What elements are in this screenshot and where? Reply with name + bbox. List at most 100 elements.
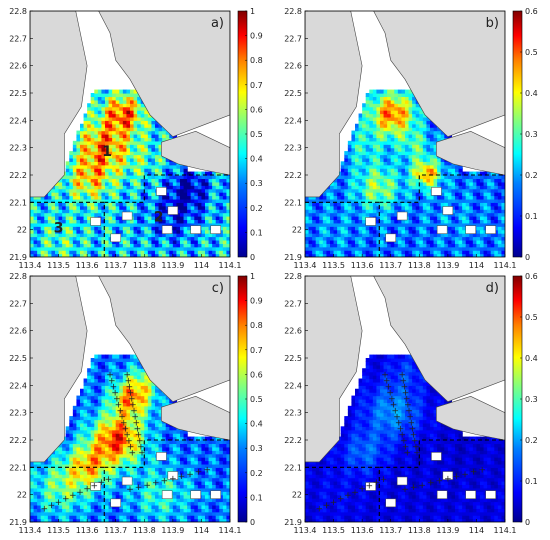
x-tick-label: 113.7 — [379, 526, 402, 535]
cross-marker: + — [130, 406, 138, 416]
cross-marker: + — [427, 479, 435, 489]
x-tick-label: 113.9 — [161, 261, 184, 270]
cross-marker: + — [126, 382, 134, 392]
cross-marker: + — [403, 394, 411, 404]
cross-marker: + — [126, 485, 134, 495]
x-tick-label: 113.4 — [19, 261, 42, 270]
colorbar-tick-label: 0 — [250, 518, 255, 527]
cross-marker: + — [129, 449, 137, 459]
cross-marker: + — [337, 494, 345, 504]
cross-marker: + — [405, 406, 413, 416]
y-tick-label: 22 — [17, 491, 27, 500]
cross-marker: + — [128, 394, 136, 404]
cross-marker: + — [131, 412, 139, 422]
cross-marker: + — [186, 470, 194, 480]
island — [156, 452, 167, 461]
colorbar-tick-label: 0.2 — [250, 469, 263, 478]
y-tick-label: 22.5 — [9, 89, 27, 98]
region-boundary — [305, 201, 380, 257]
island — [167, 206, 179, 215]
panel-label: d) — [486, 281, 499, 296]
cross-marker: + — [195, 468, 203, 478]
colorbar-tick-label: 0.6 — [525, 272, 538, 281]
island — [442, 206, 454, 215]
cross-marker: + — [62, 494, 70, 504]
colorbar-tick-label: 0.1 — [525, 212, 538, 221]
island — [210, 490, 221, 499]
y-tick-label: 22.8 — [284, 7, 302, 16]
y-tick-label: 22.2 — [9, 436, 27, 445]
island — [161, 490, 173, 499]
panel-label: b) — [486, 16, 499, 31]
cross-marker: + — [412, 443, 420, 453]
colorbar-tick-label: 0.9 — [250, 32, 263, 41]
sampling-crosses: +++++++++++++++++++++++++++++ + + + + + + + + ++ +… — [316, 370, 486, 514]
cross-marker: + — [383, 376, 391, 386]
cross-marker: + — [69, 491, 77, 501]
cross-marker: + — [105, 475, 113, 485]
cross-marker: + — [127, 443, 135, 453]
cross-marker: + — [111, 388, 119, 398]
cross-marker: + — [127, 388, 135, 398]
cross-marker: + — [115, 400, 123, 410]
cross-marker: + — [400, 437, 408, 447]
cross-marker: + — [152, 479, 160, 489]
y-tick-label: 22 — [292, 226, 302, 235]
cross-marker: + — [410, 483, 418, 493]
cross-marker: + — [401, 382, 409, 392]
island — [210, 225, 221, 234]
panel-b: b) 113.4 113.5 113.6 113.7 113.8 113.9 114 114.1… — [284, 7, 538, 270]
cross-marker: + — [398, 431, 406, 441]
cross-marker: + — [478, 466, 486, 476]
y-tick-label: 22.7 — [9, 34, 27, 43]
colorbar-tick-label: 0 — [525, 518, 530, 527]
cross-marker: + — [136, 437, 144, 447]
panel-label: a) — [211, 16, 224, 31]
colorbar-tick-label: 0.4 — [250, 155, 263, 164]
colorbar-tick-label: 0.7 — [250, 346, 263, 355]
axes-frame — [304, 10, 506, 258]
cross-marker: + — [390, 400, 398, 410]
y-tick-label: 22.2 — [9, 171, 27, 180]
cross-marker: + — [388, 394, 396, 404]
cross-marker: + — [137, 443, 145, 453]
colorbar-tick-label: 0.2 — [250, 204, 263, 213]
cross-marker: + — [461, 470, 469, 480]
region-label: 1 — [102, 144, 112, 160]
axes-frame — [29, 275, 231, 523]
island — [396, 211, 408, 221]
x-tick-label: 113.5 — [322, 261, 345, 270]
y-tick-label: 22.4 — [9, 116, 27, 125]
y-tick-label: 22.7 — [284, 34, 302, 43]
x-tick-label: 114.1 — [219, 261, 242, 270]
cross-marker: + — [404, 400, 412, 410]
cross-marker: + — [402, 443, 410, 453]
sampling-crosses: +++++++++++++++++++++++++++++ + + + + + + + + ++ +… — [41, 370, 211, 514]
cross-marker: + — [344, 491, 352, 501]
x-tick-label: 113.7 — [379, 261, 402, 270]
colorbar-tick-label: 0.6 — [525, 7, 538, 16]
x-tick-label: 113.8 — [133, 261, 156, 270]
land-mask — [305, 11, 505, 243]
cross-marker: + — [203, 466, 211, 476]
cross-marker: + — [106, 370, 114, 380]
island — [90, 217, 101, 226]
island — [442, 471, 454, 480]
panel-c: +++++++++++++++++++++++++++++ + + + + + + + + ++ +… — [9, 272, 263, 535]
cross-marker: + — [55, 498, 63, 508]
cross-marker: + — [408, 419, 416, 429]
x-tick-label: 113.8 — [408, 261, 431, 270]
cross-marker: + — [316, 504, 324, 514]
island — [167, 471, 179, 480]
cross-marker: + — [48, 501, 56, 511]
land-mask — [305, 276, 505, 508]
axes-frame — [29, 10, 231, 258]
cross-marker: + — [418, 481, 426, 491]
y-tick-label: 22.3 — [9, 144, 27, 153]
y-tick-label: 22.1 — [284, 198, 302, 207]
island — [431, 187, 442, 196]
y-tick-label: 22.8 — [284, 272, 302, 281]
island — [485, 490, 496, 499]
y-tick-label: 22.7 — [284, 299, 302, 308]
